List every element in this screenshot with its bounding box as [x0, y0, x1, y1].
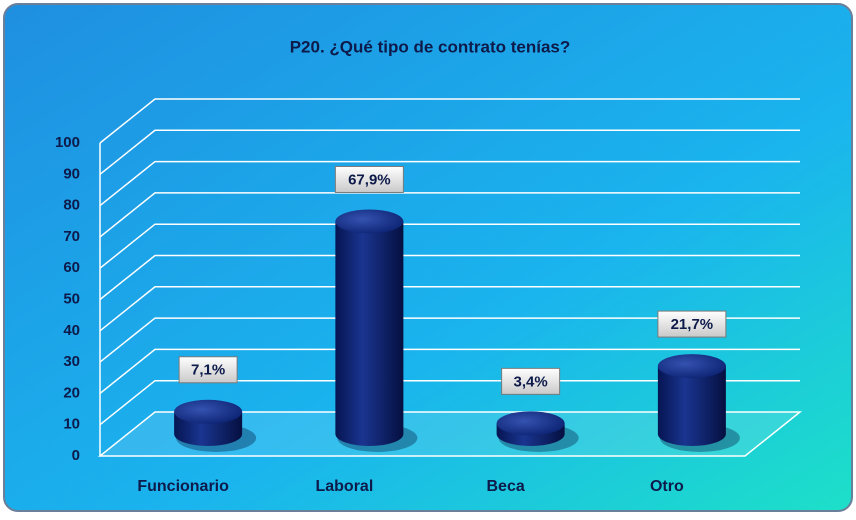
grid-line	[99, 254, 800, 301]
x-tick-label: Otro	[650, 478, 684, 495]
value-label: 7,1%	[191, 362, 225, 379]
y-tick-label: 90	[63, 165, 80, 182]
bar-body	[657, 366, 726, 446]
bar-top	[657, 354, 726, 379]
floor	[97, 411, 803, 457]
bar-top	[174, 399, 243, 424]
value-label-box	[178, 356, 238, 384]
grid-line	[99, 98, 800, 144]
bar-top	[335, 209, 404, 234]
y-tick-label: 50	[63, 290, 80, 307]
x-tick-label: Laboral	[315, 478, 373, 495]
y-tick-label: 20	[63, 384, 80, 401]
y-tick-label: 40	[63, 322, 80, 339]
bar	[335, 209, 418, 452]
value-label-box	[657, 310, 727, 338]
grid-line	[99, 129, 800, 175]
bar-body	[335, 221, 404, 446]
y-tick-label: 80	[63, 197, 80, 214]
x-tick-label: Beca	[487, 478, 525, 495]
value-label: 67,9%	[348, 171, 391, 188]
bar-top	[496, 411, 565, 436]
y-tick-label: 0	[72, 447, 80, 464]
grid-line	[99, 223, 800, 269]
grid-line	[99, 160, 800, 207]
y-tick-label: 100	[55, 134, 80, 151]
value-label: 3,4%	[514, 373, 548, 390]
y-tick-label: 60	[63, 259, 80, 276]
grid-line	[99, 348, 800, 394]
bar	[496, 411, 579, 452]
chart-title: P20. ¿Qué tipo de contrato tenías?	[290, 37, 571, 56]
value-label-box	[501, 367, 561, 395]
bar	[657, 354, 740, 452]
y-tick-label: 10	[63, 416, 80, 433]
grid-line	[99, 317, 800, 363]
y-tick-label: 70	[63, 228, 80, 245]
bar	[174, 399, 257, 452]
grid-line	[99, 379, 800, 426]
value-label: 21,7%	[671, 316, 714, 333]
value-label-box	[334, 165, 404, 193]
y-tick-label: 30	[63, 353, 80, 370]
x-tick-label: Funcionario	[137, 478, 229, 495]
grid-line	[99, 192, 800, 238]
grid-line	[99, 286, 800, 332]
